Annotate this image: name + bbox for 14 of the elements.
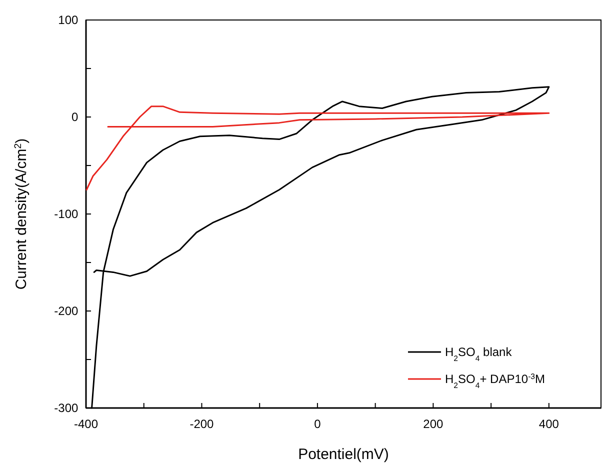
y-tick-label: -300 — [54, 400, 79, 415]
y-tick-label: 100 — [58, 12, 79, 27]
legend-label: H$_{2}$SO$_{4}$+ DAP10$^{-3}$M — [445, 372, 546, 390]
y-tick-label: -100 — [54, 206, 79, 221]
x-tick-label: -200 — [190, 416, 214, 431]
x-tick-label: -400 — [74, 416, 98, 431]
y-tick-label: -200 — [54, 304, 79, 318]
line-series — [86, 106, 550, 190]
legend-label: H$_{2}$SO$_{4}$ blank — [445, 345, 513, 363]
x-tick-label: 400 — [538, 416, 560, 431]
x-axis-title: Potentiel(mV) — [298, 446, 389, 463]
x-tick-label: 200 — [423, 416, 444, 431]
y-tick-label: 0 — [72, 110, 79, 124]
x-tick-label: 0 — [314, 416, 322, 431]
